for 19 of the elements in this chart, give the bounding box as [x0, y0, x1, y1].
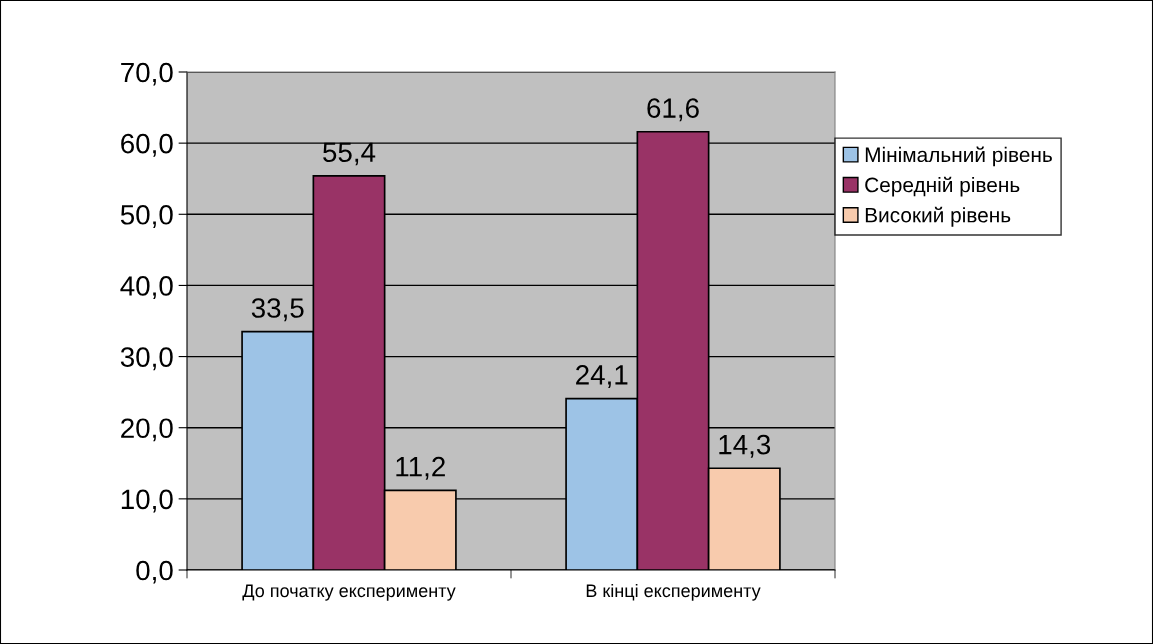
data-label: 24,1: [576, 365, 628, 388]
y-tick-label: 40,0: [120, 276, 173, 300]
y-tick-label: 0,0: [136, 560, 173, 584]
y-tick-label: 10,0: [121, 489, 173, 513]
y-tick-label: 30,0: [120, 347, 173, 371]
data-label: 61,6: [647, 98, 699, 122]
legend-label: Високий рівень: [865, 206, 1011, 227]
y-tick-label: 60,0: [121, 133, 173, 157]
legend-label: Середній рівень: [865, 176, 1020, 197]
y-tick-label: 20,0: [121, 418, 173, 442]
data-label: 14,3: [719, 434, 771, 458]
data-label: 11,2: [396, 456, 445, 480]
x-tick-label: В кінці експерименту: [586, 583, 761, 601]
x-tick-label: До початку експерименту: [242, 584, 456, 601]
data-label: 55,4: [323, 142, 376, 166]
y-tick-label: 70,0: [121, 62, 173, 86]
y-tick-label: 50,0: [120, 204, 173, 228]
legend-label: Мінімальний рівень: [865, 146, 1052, 167]
data-label: 33,5: [251, 298, 304, 322]
